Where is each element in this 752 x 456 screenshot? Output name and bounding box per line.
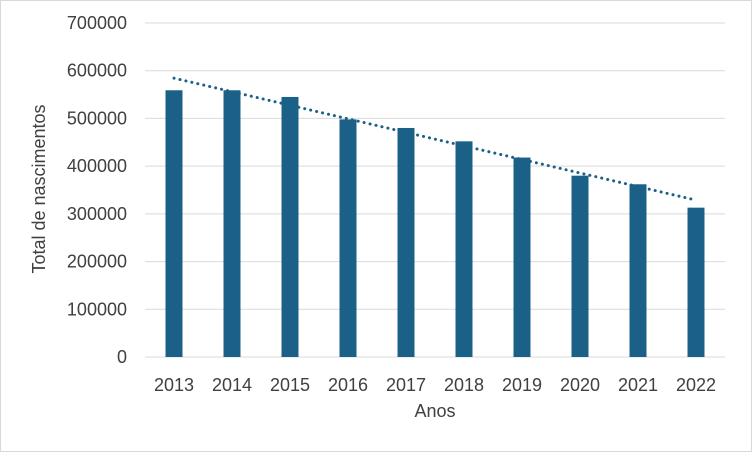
bars — [165, 90, 705, 357]
bar-2015 — [281, 96, 299, 357]
y-tick-label: 600000 — [67, 61, 127, 81]
x-tick-label: 2015 — [270, 375, 310, 395]
x-tick-label: 2020 — [560, 375, 600, 395]
x-tick-label: 2016 — [328, 375, 368, 395]
x-tick-label: 2022 — [676, 375, 716, 395]
y-axis-title: Total de nascimentos — [29, 104, 49, 273]
bar-2016 — [339, 119, 357, 357]
bar-2014 — [223, 90, 241, 357]
trendline-group — [172, 76, 698, 202]
y-tick-label: 400000 — [67, 156, 127, 176]
bar-2021 — [629, 184, 647, 357]
bar-2022 — [687, 207, 705, 357]
x-axis-title: Anos — [414, 401, 455, 421]
y-tick-label: 0 — [117, 347, 127, 367]
bar-2017 — [397, 127, 415, 357]
bar-2013 — [165, 90, 183, 357]
trendline — [172, 76, 698, 202]
y-tick-label: 700000 — [67, 13, 127, 33]
bar-2018 — [455, 141, 473, 357]
gridlines — [145, 22, 725, 358]
y-axis-ticks: 0 100000 200000 300000 400000 500000 600000 700… — [67, 13, 127, 367]
x-tick-label: 2014 — [212, 375, 252, 395]
bar-2019 — [513, 157, 531, 357]
x-tick-label: 2018 — [444, 375, 484, 395]
y-tick-label: 500000 — [67, 108, 127, 128]
bar-2020 — [571, 175, 589, 357]
x-tick-label: 2013 — [154, 375, 194, 395]
x-tick-label: 2017 — [386, 375, 426, 395]
x-tick-label: 2021 — [618, 375, 658, 395]
x-axis-ticks: 2013 2014 2015 2016 2017 2018 2019 2020 2021 2022 — [154, 375, 716, 395]
x-tick-label: 2019 — [502, 375, 542, 395]
y-tick-label: 200000 — [67, 252, 127, 272]
y-tick-label: 300000 — [67, 204, 127, 224]
y-tick-label: 100000 — [67, 299, 127, 319]
